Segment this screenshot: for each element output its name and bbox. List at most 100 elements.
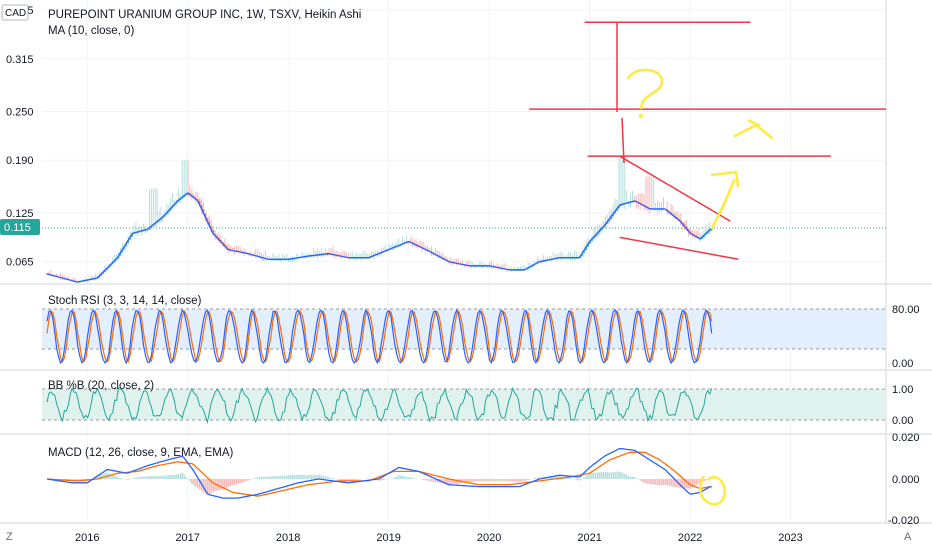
candle-body [109, 264, 112, 267]
yellow-arrow-1 [710, 178, 736, 230]
stoch-rsi-lines [46, 308, 713, 365]
auto-scale-button[interactable]: A [904, 531, 912, 543]
vertical-measure-line-lower [621, 117, 625, 164]
yellow-circle-macd [698, 475, 726, 506]
candle-body [131, 233, 134, 238]
bbp-tick-0: 0.00 [892, 415, 913, 427]
candle-body [177, 200, 180, 203]
candle-body [204, 213, 207, 218]
candle-body [210, 225, 213, 230]
candle-body [200, 204, 203, 210]
candle-body [121, 249, 124, 253]
question-mark-drawing [626, 68, 664, 110]
candle-body [206, 217, 209, 222]
candle-body [602, 226, 605, 229]
macd-tick-top: 0.020 [892, 432, 920, 444]
candle-body [702, 235, 705, 238]
candle-body [167, 210, 170, 213]
timezone-button[interactable]: Z [6, 531, 13, 543]
trend-line [619, 236, 739, 261]
currency-label: CAD [5, 8, 26, 19]
candle-body [217, 237, 220, 240]
candle-body [173, 204, 176, 207]
currency-badge[interactable] [1, 4, 29, 21]
candle-body [616, 208, 619, 212]
y-tick-0.065: 0.065 [6, 257, 34, 269]
candle-body [706, 231, 709, 234]
macd-signal-line [46, 451, 712, 497]
last-price-value: 0.115 [4, 222, 31, 234]
candle-body [590, 238, 593, 241]
ma-line [46, 192, 712, 283]
candle-body [708, 229, 711, 232]
y-tick-0.315: 0.315 [6, 54, 34, 66]
candle-body [587, 243, 590, 248]
candle-body [216, 235, 219, 238]
last-price-tag [0, 219, 40, 235]
macd-line [46, 447, 712, 499]
time-axis[interactable]: 2016 2017 2018 2019 2020 2021 2022 2023 [75, 532, 803, 544]
macd-legend: MACD (12, 26, close, 9, EMA, EMA) [48, 447, 234, 459]
candle-body [187, 193, 190, 195]
candle-body [604, 224, 607, 227]
candle-body [107, 266, 110, 269]
macd-lines [46, 447, 712, 499]
candle-body [596, 232, 599, 235]
candle-body [223, 244, 226, 247]
candle-body [117, 255, 120, 259]
candle-body [585, 247, 588, 251]
y-tick-0.190: 0.190 [6, 155, 34, 167]
candle-body [633, 201, 636, 203]
macd-tick-zero: 0.000 [892, 474, 920, 486]
candle-body [225, 246, 228, 249]
candle-body [681, 222, 684, 225]
y-tick-0.125: 0.125 [6, 208, 34, 220]
candle-body [102, 272, 105, 275]
x-tick-2020: 2020 [477, 532, 501, 544]
chart-title: PUREPOINT URANIUM GROUP INC, 1W, TSXV, H… [48, 9, 361, 21]
candle-body [127, 240, 130, 244]
candle-body [175, 202, 178, 205]
bbp-tick-1: 1.00 [892, 384, 913, 396]
candle-body [583, 250, 586, 254]
candle-body [111, 262, 114, 265]
candle-body [710, 229, 713, 231]
drawing-annotations[interactable] [529, 21, 886, 506]
candle-body [612, 213, 615, 217]
candle-body [103, 270, 106, 273]
candle-body [679, 220, 682, 223]
candle-body [407, 242, 410, 244]
candle-body [123, 246, 126, 250]
candle-body [614, 211, 617, 214]
trend-line [619, 155, 731, 222]
candle-body [610, 216, 613, 219]
x-tick-2017: 2017 [175, 532, 199, 544]
candle-body [100, 274, 103, 276]
question-mark-dot [639, 114, 643, 118]
x-tick-2021: 2021 [577, 532, 601, 544]
bbp-line [46, 386, 713, 425]
candle-body [129, 237, 132, 241]
candle-body [221, 242, 224, 245]
candle-body [598, 230, 601, 233]
candle-body [171, 206, 174, 209]
candle-body [214, 233, 217, 236]
candle-body [683, 224, 686, 227]
candle-body [606, 221, 609, 225]
candle-body [169, 208, 172, 211]
candle-body [600, 228, 603, 231]
stoch-legend: Stoch RSI (3, 3, 14, 14, close) [48, 295, 202, 307]
stoch-k-line [46, 308, 713, 365]
candle-body [687, 229, 690, 232]
yellow-arrow-1-head [710, 170, 740, 188]
stoch-d-line [46, 309, 713, 364]
candle-body [594, 234, 597, 237]
candle-body [689, 231, 692, 234]
stoch-tick-80: 80.00 [892, 304, 920, 316]
candle-body [704, 233, 707, 236]
candle-body [219, 239, 222, 243]
yellow-arrow-2-mark [747, 118, 761, 128]
x-tick-2019: 2019 [376, 532, 400, 544]
